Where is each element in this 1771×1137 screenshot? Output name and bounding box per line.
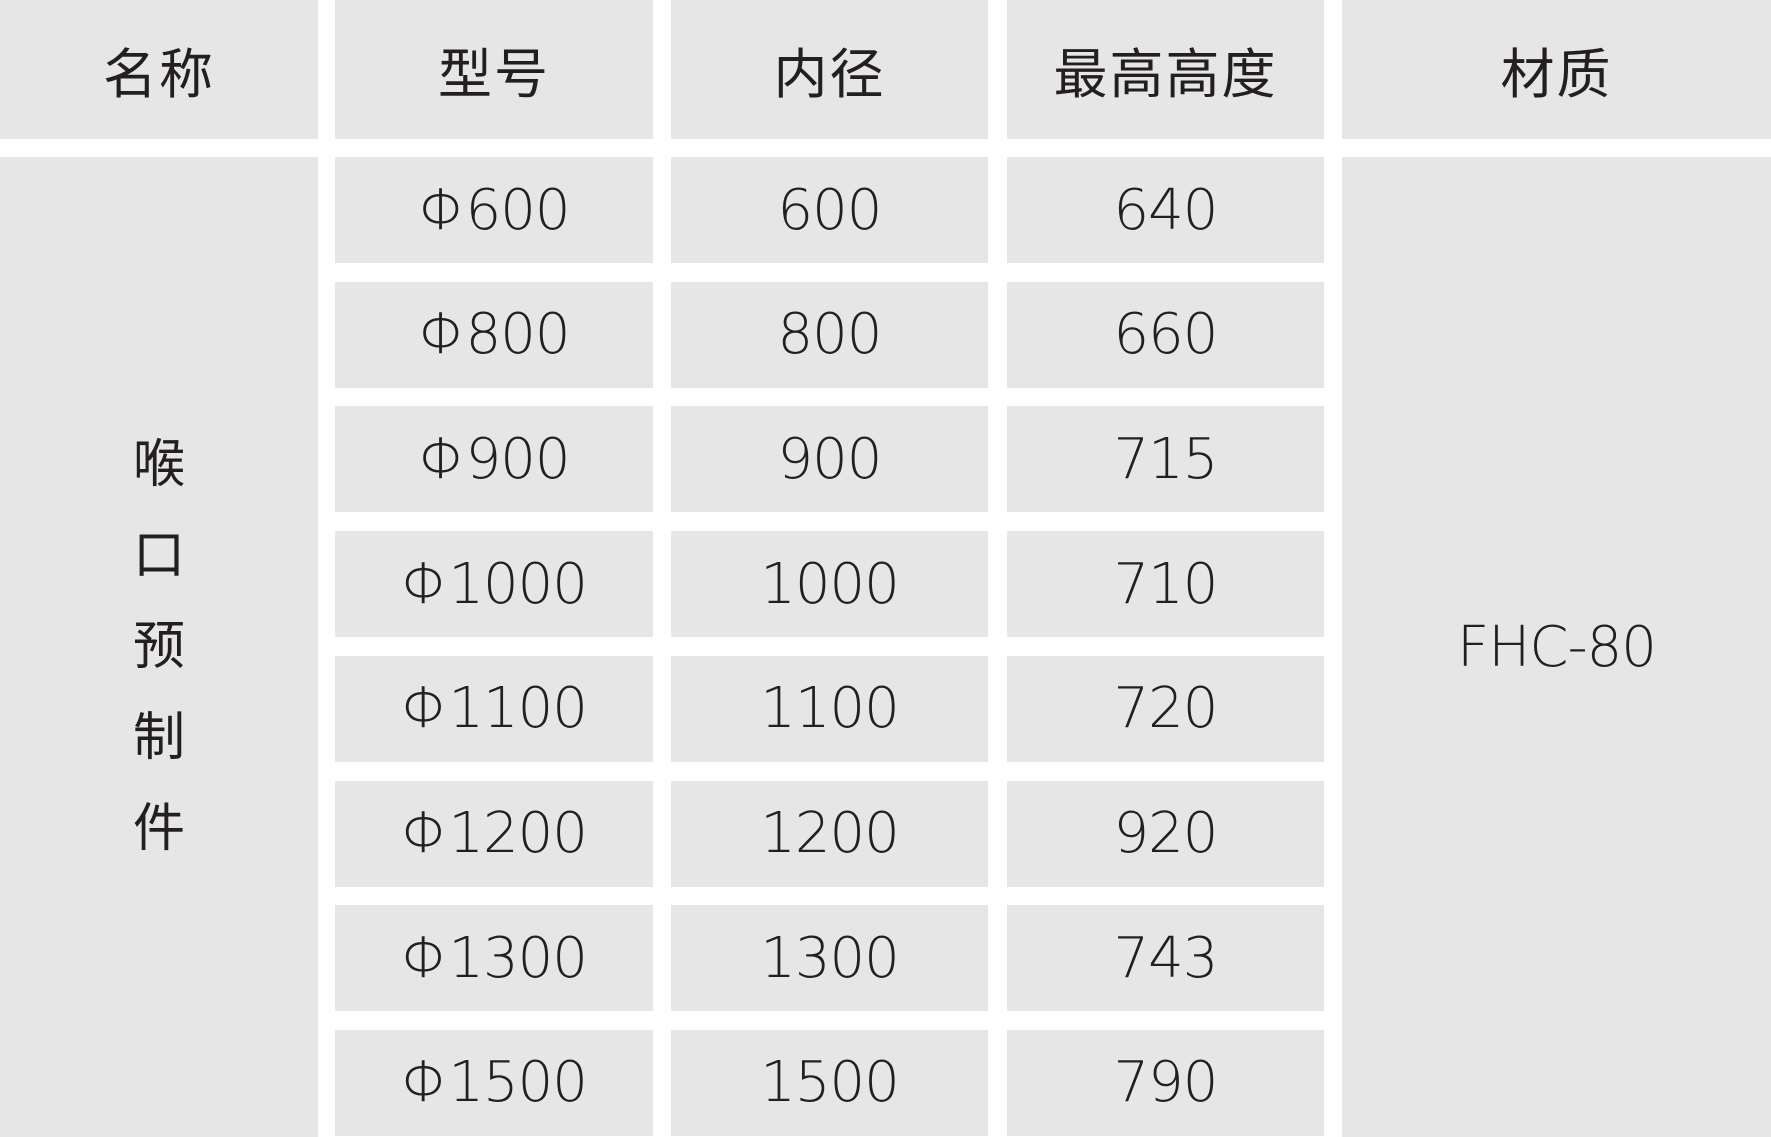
- model-cell: Φ1200: [335, 780, 653, 887]
- inner-diameter-cell: 800: [671, 281, 988, 388]
- max-height-cell: 790: [1007, 1029, 1324, 1136]
- max-height-cell: 743: [1007, 905, 1324, 1012]
- model-cell: Φ1100: [335, 655, 653, 762]
- max-height-cell: 715: [1007, 406, 1324, 513]
- name-char: 喉: [132, 434, 185, 495]
- max-height-cell: 660: [1007, 281, 1324, 388]
- header-model: 型号: [335, 0, 653, 139]
- model-cell: Φ1500: [335, 1029, 653, 1136]
- model-cell: Φ600: [335, 157, 653, 263]
- name-cell: 喉口预制件: [0, 157, 318, 1137]
- material-cell: FHC-80: [1342, 157, 1771, 1137]
- name-char: 制: [132, 707, 185, 768]
- inner-diameter-cell: 1000: [671, 531, 988, 638]
- inner-diameter-cell: 1200: [671, 780, 988, 887]
- inner-diameter-cell: 1300: [671, 905, 988, 1012]
- inner-diameter-cell: 1100: [671, 655, 988, 762]
- header-name: 名称: [0, 0, 318, 139]
- name-char: 件: [132, 798, 185, 859]
- name-char: 口: [132, 525, 185, 586]
- max-height-cell: 920: [1007, 780, 1324, 887]
- max-height-cell: 710: [1007, 531, 1324, 638]
- header-inner-diameter: 内径: [671, 0, 988, 139]
- inner-diameter-cell: 1500: [671, 1029, 988, 1136]
- model-cell: Φ1300: [335, 905, 653, 1012]
- model-cell: Φ1000: [335, 531, 653, 638]
- model-cell: Φ900: [335, 406, 653, 513]
- model-cell: Φ800: [335, 281, 653, 388]
- header-material: 材质: [1342, 0, 1771, 139]
- inner-diameter-cell: 900: [671, 406, 988, 513]
- max-height-cell: 720: [1007, 655, 1324, 762]
- inner-diameter-cell: 600: [671, 157, 988, 263]
- name-char: 预: [132, 616, 185, 677]
- header-max-height: 最高高度: [1007, 0, 1324, 139]
- max-height-cell: 640: [1007, 157, 1324, 263]
